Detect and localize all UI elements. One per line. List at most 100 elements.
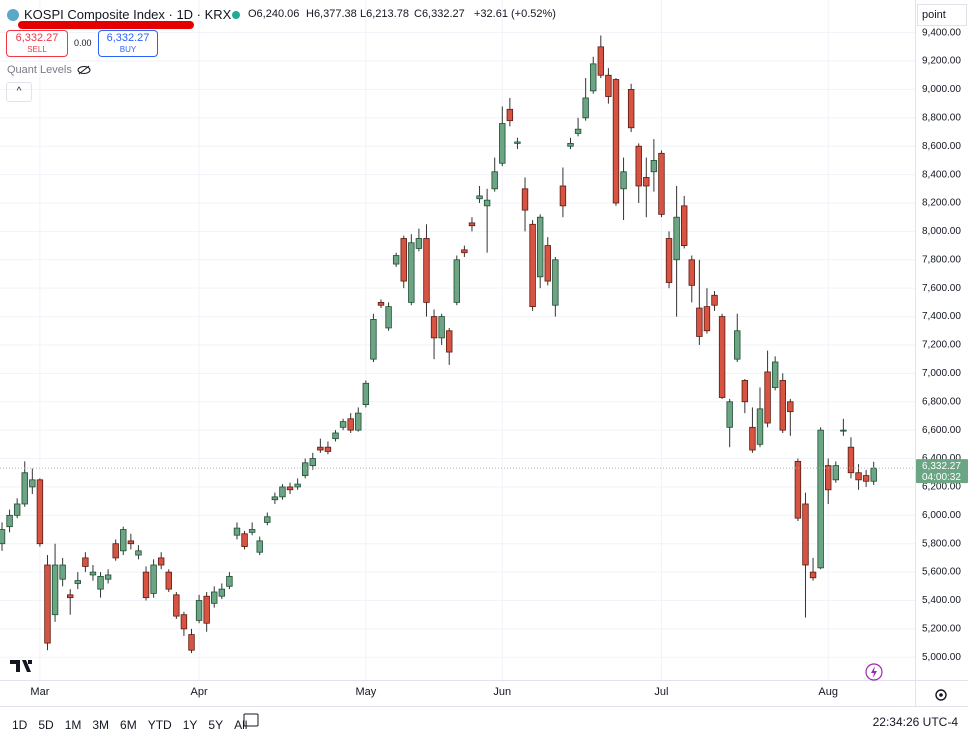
grid <box>0 0 915 680</box>
candle-body <box>6 514 13 528</box>
candle-body <box>309 458 316 467</box>
y-tick-label: 8,000.00 <box>922 226 961 237</box>
candle-body <box>650 160 658 173</box>
y-tick-label: 5,600.00 <box>922 567 961 578</box>
y-tick-label: 8,800.00 <box>922 112 961 123</box>
buy-button[interactable]: 6,332.27 BUY <box>98 30 158 57</box>
scale-mode[interactable]: point <box>917 4 967 26</box>
y-tick-label: 6,000.00 <box>922 510 961 521</box>
x-tick-label: Mar <box>30 686 49 698</box>
candle-body <box>529 223 536 308</box>
candle-body <box>157 557 165 566</box>
ohlc-open: O6,240.06 <box>248 8 300 20</box>
candle-body <box>665 238 673 283</box>
buy-label: BUY <box>119 45 137 54</box>
candle-body <box>135 550 142 556</box>
x-tick-label: May <box>355 686 376 698</box>
candle-body <box>847 446 855 474</box>
range-button[interactable]: 1D <box>12 718 28 732</box>
candle-body <box>536 216 544 278</box>
candle-body <box>802 503 809 566</box>
logo <box>10 660 32 672</box>
range-button[interactable]: All <box>234 718 248 732</box>
sell-button[interactable]: 6,332.27 SELL <box>6 30 68 57</box>
candle-body <box>392 255 400 265</box>
candle-body <box>582 97 589 119</box>
x-tick-label: Jul <box>654 686 668 698</box>
candle-body <box>764 371 771 424</box>
candle-body <box>264 516 271 523</box>
ohlc-change: +32.61 (+0.52%) <box>474 8 556 20</box>
candle-body <box>324 446 332 452</box>
range-button[interactable]: 1M <box>64 718 82 732</box>
range-bar: 1D 5D 1M 3M 6M YTD 1Y 5Y All <box>12 716 258 734</box>
candle-body <box>74 580 81 584</box>
calendar-icon[interactable] <box>243 713 259 727</box>
range-button[interactable]: 1Y <box>182 718 198 732</box>
candle-body <box>779 380 786 431</box>
candle-body <box>347 418 354 431</box>
range-button[interactable]: 6M <box>120 718 137 732</box>
candle-body <box>226 575 233 587</box>
candle-body <box>180 614 188 630</box>
candle-body <box>794 460 802 519</box>
eye-icon[interactable] <box>77 65 91 75</box>
candle-body <box>339 421 347 428</box>
range-button[interactable]: 5Y <box>208 718 224 732</box>
y-tick-label: 8,400.00 <box>922 169 961 180</box>
candle-body <box>605 74 612 97</box>
candle-body <box>567 142 574 147</box>
candle-body <box>817 429 824 569</box>
candle-body <box>286 486 294 491</box>
candle-body <box>771 361 779 388</box>
ohlc-high: H6,377.38 <box>306 8 357 20</box>
candle-body <box>711 294 718 306</box>
y-tick-label: 7,400.00 <box>922 311 961 322</box>
candle-body <box>499 123 506 164</box>
candle-body <box>491 171 498 190</box>
candle-body <box>233 527 241 536</box>
candle-body <box>120 529 127 552</box>
candle-body <box>506 108 514 122</box>
candle-body <box>544 245 551 282</box>
candles <box>0 35 915 654</box>
y-tick-label: 7,200.00 <box>922 340 961 351</box>
y-tick-label: 8,200.00 <box>922 198 961 209</box>
price-tag-label: 6,332.27 <box>922 461 961 472</box>
candle-body <box>256 540 263 553</box>
candle-body <box>476 195 483 200</box>
candle-body <box>627 89 635 129</box>
range-button[interactable]: 3M <box>92 718 110 732</box>
candle-body <box>271 496 279 501</box>
symbol-icon <box>7 9 19 21</box>
candle-body <box>112 543 119 559</box>
settings-icon[interactable] <box>935 689 947 701</box>
candle-body <box>597 46 605 76</box>
collapse-button[interactable]: ^ <box>6 82 32 102</box>
candle-body <box>673 216 680 261</box>
labels: 5,000.00 5,200.00 5,400.00 5,600.00 5,800.00… <box>30 27 968 698</box>
clock: 22:34:26 UTC-4 <box>872 715 958 729</box>
candle-body <box>514 141 521 144</box>
candle-body <box>317 446 324 451</box>
candle-body <box>446 330 453 353</box>
candle-body <box>559 185 567 207</box>
candle-body <box>832 465 839 481</box>
range-button[interactable]: YTD <box>147 718 172 732</box>
candle-body <box>21 472 28 505</box>
candle-body <box>67 594 74 599</box>
candle-body <box>574 128 582 134</box>
candle-body <box>756 408 764 445</box>
candle-body <box>203 595 210 624</box>
range-button[interactable]: 5D <box>38 718 54 732</box>
alert-icon[interactable] <box>865 663 883 681</box>
candle-body <box>385 306 392 329</box>
candle-body <box>468 222 476 227</box>
candle-body <box>165 571 172 590</box>
buy-price: 6,332.27 <box>106 32 150 44</box>
candle-body <box>612 79 620 204</box>
candle-body <box>195 600 203 621</box>
candle-body <box>279 486 286 498</box>
y-tick-label: 5,200.00 <box>922 624 961 635</box>
candle-body <box>635 145 642 187</box>
